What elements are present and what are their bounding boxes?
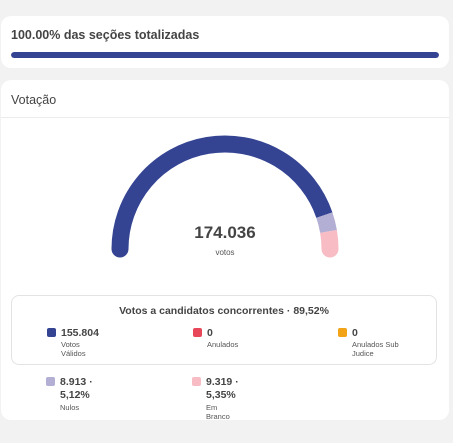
votacao-card: Votação 174.036 votos Votos a candidatos… <box>1 80 449 421</box>
legend-label: Em Branco <box>206 403 230 421</box>
legend-value: 8.913 · 5,12% <box>60 376 93 401</box>
total-votes: 174.036 <box>194 223 256 242</box>
gauge-cap-start <box>111 240 129 258</box>
progress-text: 100.00% das seções totalizadas <box>11 28 200 42</box>
legend-value: 0 <box>207 327 213 339</box>
candidates-box-title: Votos a candidatos concorrentes · 89,52% <box>119 305 329 317</box>
legend-swatch <box>46 377 55 386</box>
progress-bar <box>11 52 439 58</box>
gauge-segment-votos-v-lidos <box>111 135 333 250</box>
candidates-box: Votos a candidatos concorrentes · 89,52%… <box>11 295 437 365</box>
legend-label: Nulos <box>60 403 80 412</box>
legend-swatch <box>47 328 56 337</box>
votes-gauge <box>111 135 339 258</box>
legend-swatch <box>192 377 201 386</box>
legend-swatch <box>193 328 202 337</box>
legend-label: Anulados Sub Judice <box>352 340 399 358</box>
progress-bar-fill <box>11 52 439 58</box>
legend-label: Anulados <box>207 340 239 349</box>
divider <box>1 117 449 118</box>
legend-value: 0 <box>352 327 358 339</box>
legend-value: 155.804 <box>61 327 99 339</box>
total-votes-label: votos <box>215 248 235 257</box>
votacao-title: Votação <box>11 93 57 107</box>
gauge-segment-nulos <box>316 212 337 234</box>
legend-value: 9.319 · 5,35% <box>206 376 239 401</box>
progress-card: 100.00% das seções totalizadas <box>1 16 449 68</box>
gauge-cap-end <box>321 240 339 258</box>
legend-swatch <box>338 328 347 337</box>
legend-label: Votos Válidos <box>61 340 86 358</box>
